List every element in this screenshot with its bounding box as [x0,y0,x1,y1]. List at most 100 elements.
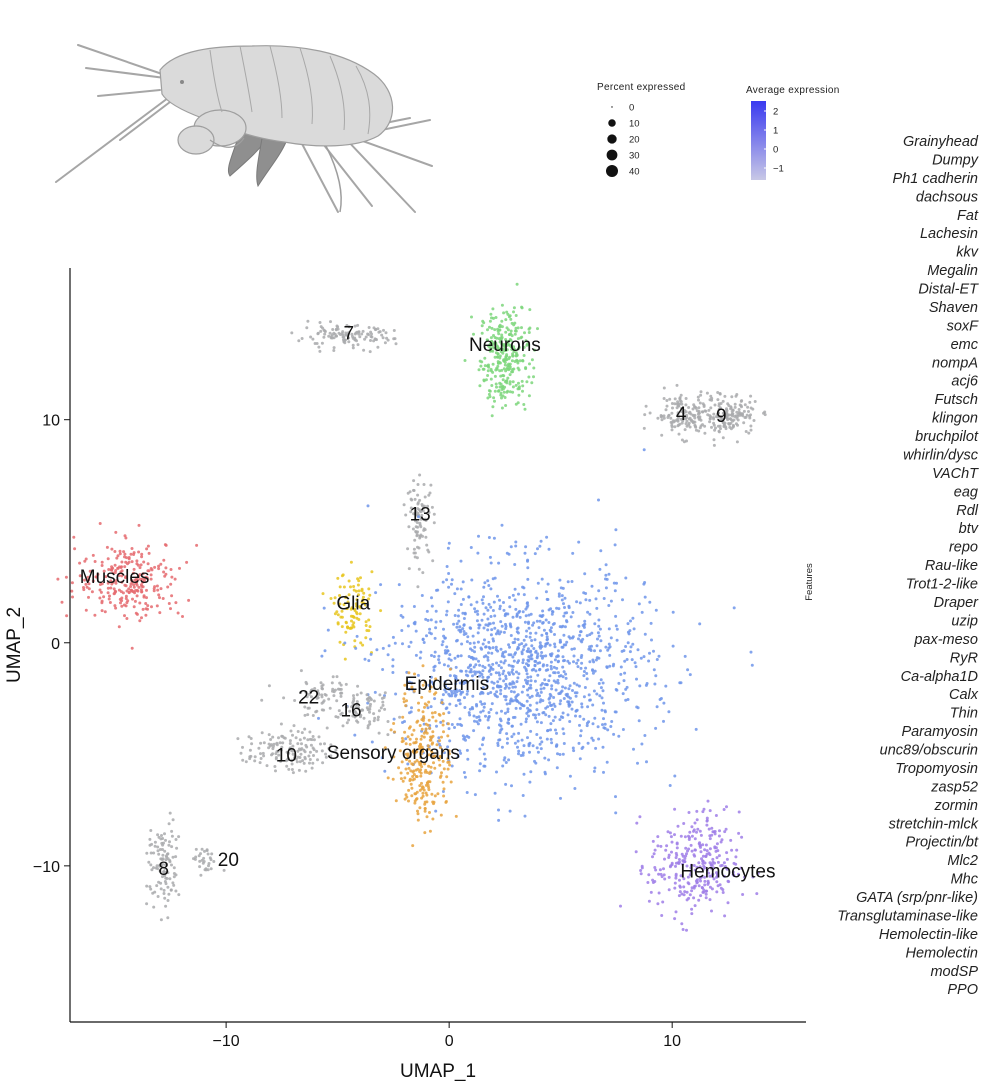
umap-point [562,697,566,700]
umap-point [524,667,528,671]
umap-point [488,555,492,559]
umap-point [675,846,679,850]
umap-point [346,625,349,629]
umap-point [355,703,359,707]
umap-point [164,904,168,908]
umap-point [415,797,419,801]
umap-point [368,696,372,700]
umap-point [624,698,628,702]
umap-point [593,622,597,626]
umap-point [250,742,254,746]
umap-point [693,884,697,888]
umap-point [685,852,688,856]
feature-label: Grainyhead [903,134,979,150]
cluster-epidermis [317,448,754,822]
umap-point [539,539,543,543]
umap-point [504,318,508,322]
umap-point [622,679,626,683]
umap-point [513,329,517,333]
umap-point [732,861,736,865]
umap-point [562,633,566,637]
umap-point [199,852,202,856]
umap-point [640,742,644,746]
umap-point [157,852,161,856]
umap-point [453,614,457,617]
umap-point [431,715,435,719]
umap-point [498,607,502,611]
umap-point [479,700,483,704]
umap-point [279,748,283,752]
umap-point [418,742,422,746]
umap-point [718,424,722,428]
umap-point [494,316,498,319]
umap-point [714,849,718,853]
umap-point [426,744,430,748]
umap-point [722,808,726,811]
umap-point [603,710,607,714]
umap-point [524,643,528,647]
umap-point [676,413,680,417]
umap-point [423,802,427,806]
umap-point [413,672,416,676]
umap-point [710,909,713,913]
umap-point [340,332,344,335]
umap-point [413,801,417,805]
umap-point [721,399,725,403]
umap-point [424,727,428,731]
umap-point [525,601,529,605]
umap-point [601,723,604,727]
umap-point [87,578,91,582]
umap-point [463,696,466,700]
umap-point [415,720,419,724]
umap-point [473,672,477,676]
umap-point [529,679,533,683]
umap-point [533,664,537,668]
umap-point [604,586,608,590]
umap-point [376,327,380,331]
umap-point [335,675,339,679]
umap-point [503,396,507,399]
umap-point [713,403,717,407]
umap-point [278,741,282,745]
umap-point [692,896,696,900]
umap-point [421,683,425,687]
umap-point [491,405,495,409]
umap-point [714,426,717,430]
umap-point [377,709,381,713]
umap-point [481,642,485,646]
umap-point [527,622,530,625]
umap-point [706,879,710,883]
umap-point [730,395,734,399]
umap-point [526,688,529,692]
umap-point [473,670,476,674]
umap-point [399,777,403,781]
umap-point [156,895,160,898]
umap-point [611,664,615,668]
umap-point [622,649,626,653]
umap-point [579,630,583,634]
cluster-label: Hemocytes [680,861,775,882]
umap-point [670,428,674,432]
umap-point [426,548,430,552]
umap-point [675,402,679,406]
umap-point [607,627,611,631]
umap-point [623,659,627,663]
umap-point [156,845,160,849]
umap-point [292,724,296,728]
umap-point [628,629,632,633]
umap-point [142,560,146,564]
umap-point [504,379,508,383]
umap-point [166,885,170,889]
umap-point [534,716,538,720]
umap-point [406,547,410,551]
umap-point [123,534,127,538]
umap-point [321,761,325,765]
umap-point [73,547,77,551]
umap-point [507,718,511,722]
umap-point [86,575,90,579]
umap-point [473,645,477,649]
umap-point [416,767,420,771]
umap-point [322,335,326,339]
umap-point [418,806,422,810]
